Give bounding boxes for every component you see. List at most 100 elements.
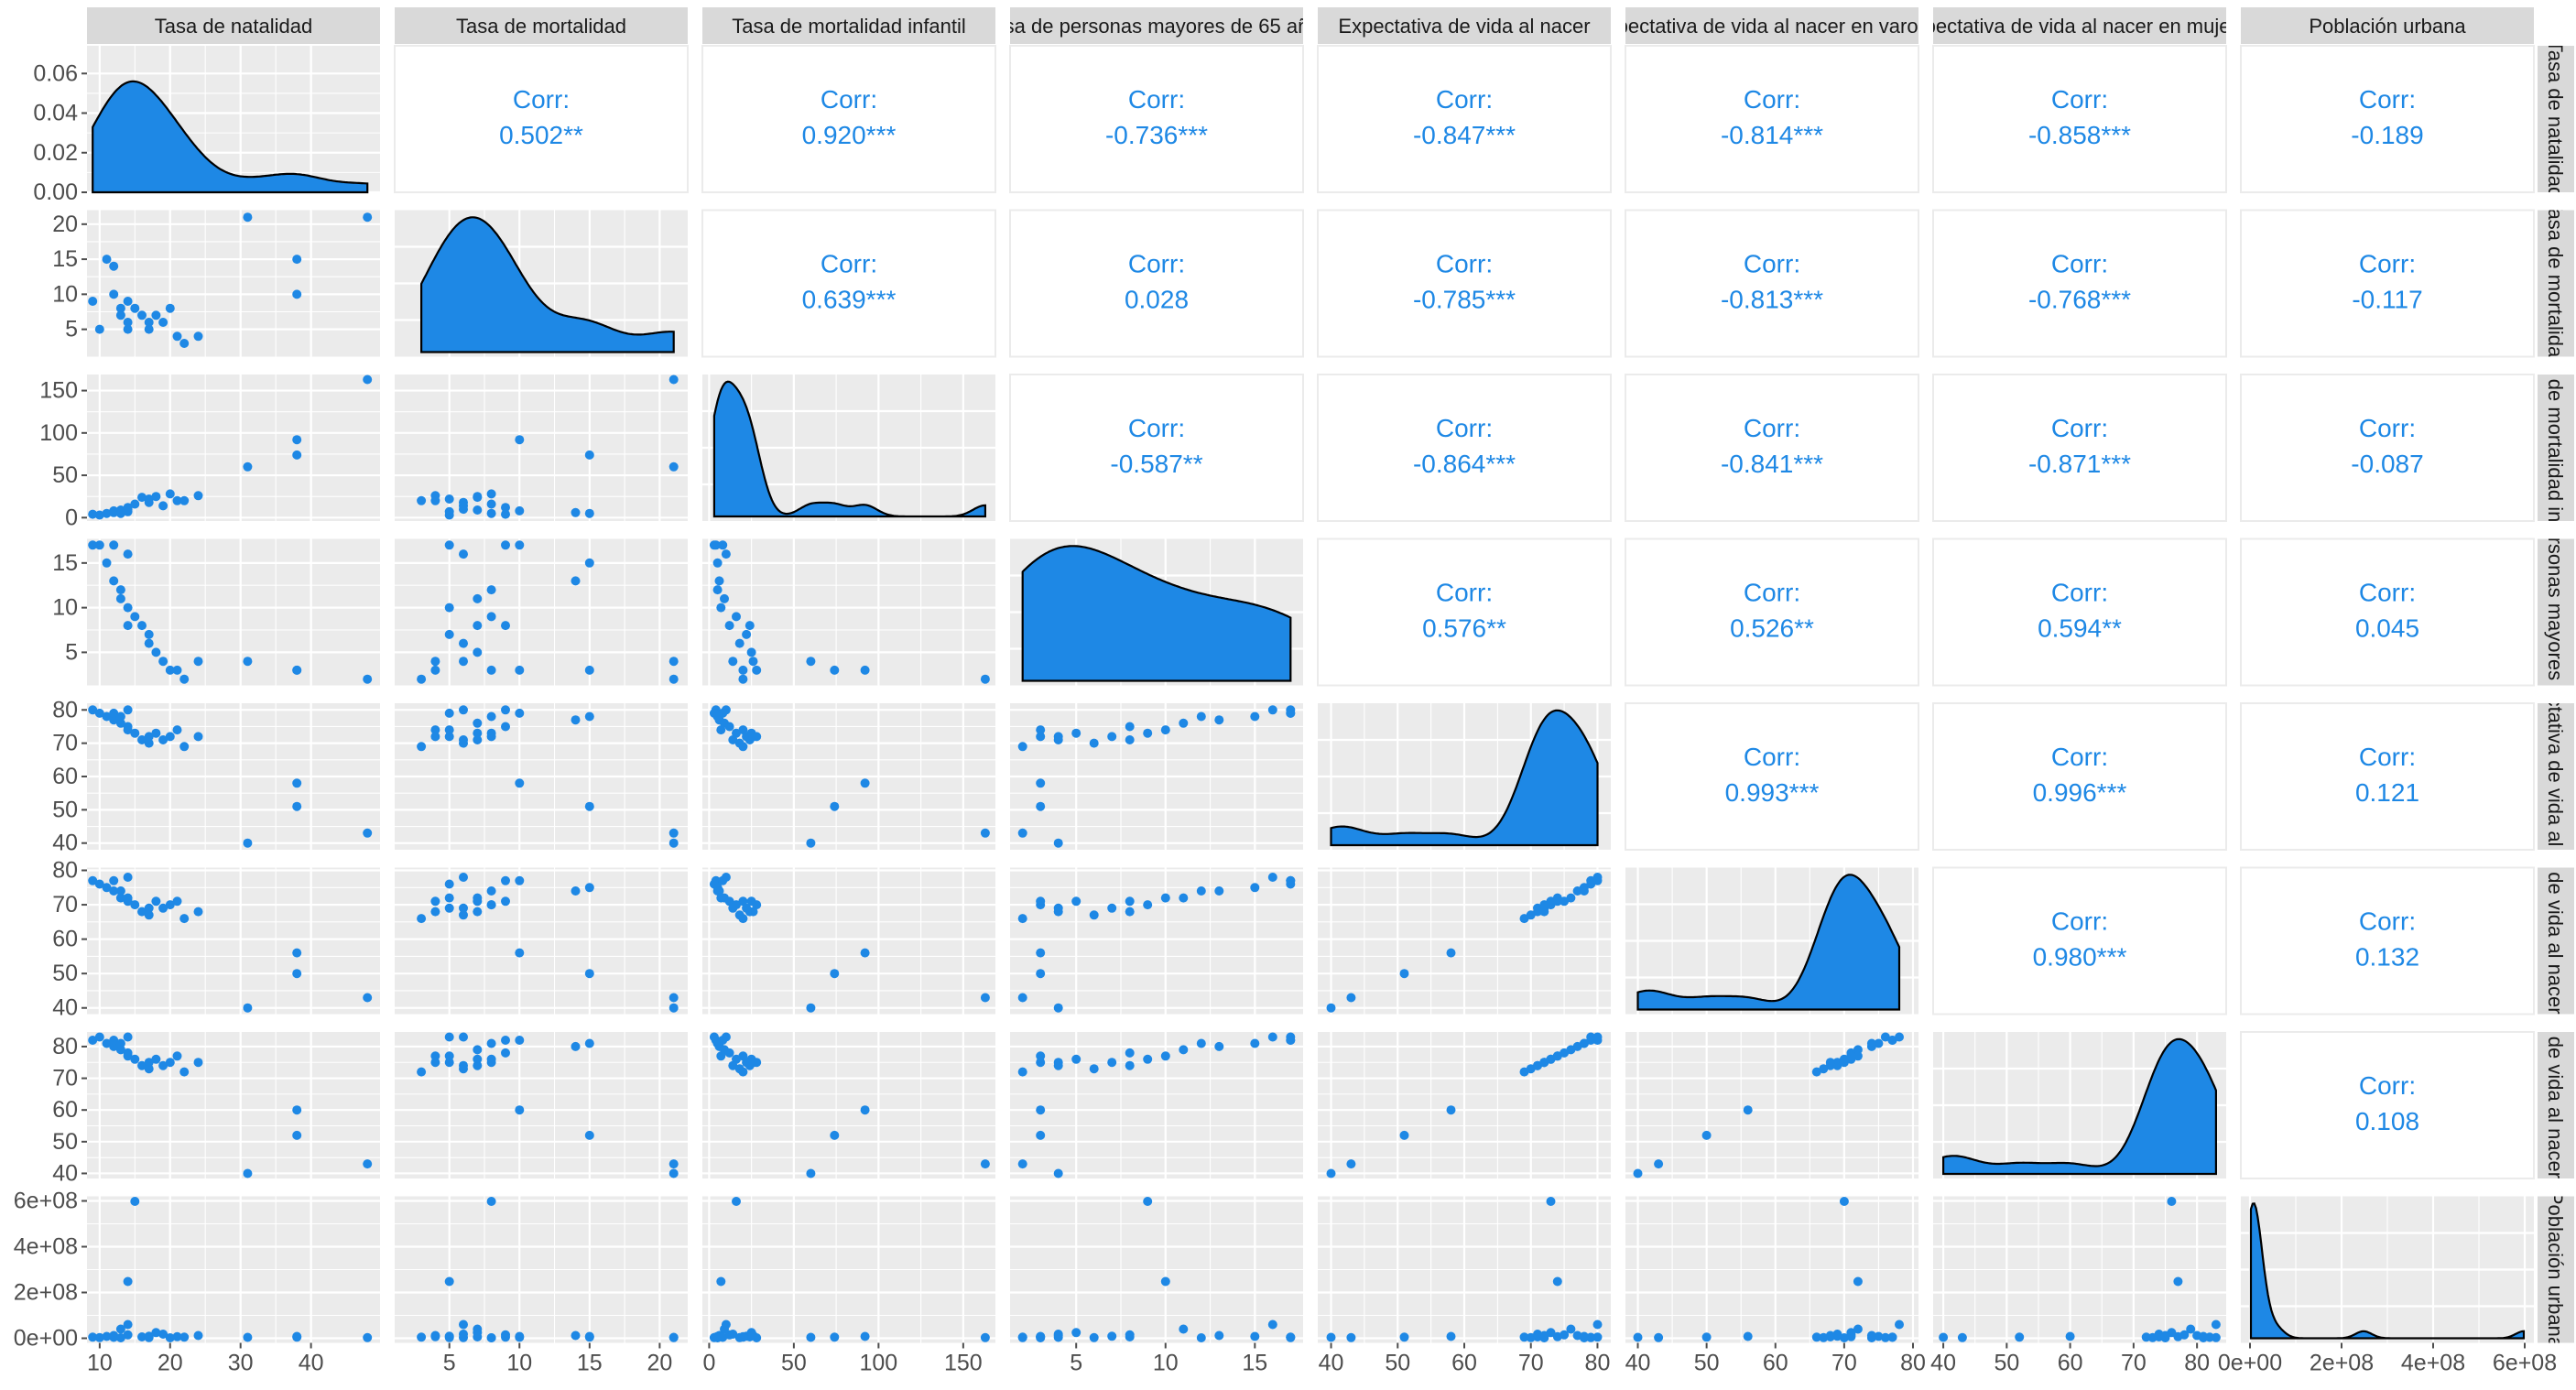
- scatter-point: [115, 718, 125, 728]
- scatter-point: [1546, 1197, 1556, 1206]
- corr-label: Corr:: [2051, 907, 2108, 936]
- corr-value: -0.864***: [1413, 450, 1516, 478]
- corr-panel: [2240, 702, 2535, 851]
- scatter-point: [584, 801, 594, 811]
- scatter-point: [2199, 1333, 2209, 1342]
- corr-panel: [2240, 866, 2535, 1015]
- scatter-point: [1036, 969, 1046, 979]
- scatter-point: [501, 540, 510, 550]
- scatter-point: [721, 1319, 731, 1330]
- x-tick-label: 60: [2058, 1351, 2083, 1376]
- scatter-point: [486, 1197, 496, 1206]
- scatter-point: [151, 728, 161, 738]
- scatter-point: [430, 907, 440, 917]
- x-tick-label: 100: [860, 1351, 898, 1376]
- scatter-point: [130, 1197, 140, 1206]
- scatter-point: [1036, 725, 1046, 735]
- row-strip: [2538, 538, 2574, 686]
- column-strip: [87, 7, 380, 44]
- scatter-point: [363, 674, 373, 684]
- plot-panel: [87, 210, 380, 357]
- scatter-point: [444, 506, 454, 516]
- scatter-point: [712, 1038, 723, 1048]
- scatter-point: [738, 1332, 748, 1342]
- scatter-point: [1089, 910, 1099, 920]
- scatter-point: [830, 801, 840, 811]
- scatter-point: [486, 711, 496, 722]
- scatter-point: [718, 540, 728, 550]
- density-curve: [1636, 874, 1901, 1011]
- scatter-point: [1853, 1051, 1863, 1061]
- scatter-point: [738, 742, 748, 752]
- scatter-point: [1089, 1064, 1099, 1074]
- scatter-point: [193, 331, 203, 342]
- scatter-point: [137, 310, 147, 320]
- y-tick-label: 50: [52, 1129, 78, 1155]
- scatter-point: [123, 873, 133, 882]
- scatter-point: [193, 1058, 203, 1068]
- scatter-point: [2167, 1197, 2177, 1206]
- scatter-point: [1825, 1330, 1835, 1341]
- scatter-point: [430, 665, 440, 675]
- scatter-point: [1866, 1333, 1876, 1342]
- scatter-point: [1579, 1333, 1589, 1342]
- scatter-point: [501, 722, 510, 732]
- x-tick-label: 150: [944, 1351, 983, 1376]
- scatter-point: [1519, 914, 1529, 924]
- scatter-point: [1874, 1038, 1884, 1048]
- scatter-point: [444, 725, 454, 735]
- scatter-point: [486, 508, 496, 518]
- scatter-point: [158, 735, 168, 744]
- scatter-point: [515, 708, 525, 718]
- scatter-point: [1887, 1332, 1897, 1342]
- scatter-point: [1572, 886, 1582, 896]
- scatter-point: [158, 657, 168, 667]
- scatter-point: [1552, 1331, 1562, 1341]
- scatter-point: [1036, 1058, 1046, 1068]
- scatter-point: [363, 1159, 373, 1169]
- scatter-point: [721, 873, 731, 882]
- corr-label: Corr:: [1128, 85, 1185, 114]
- scatter-point: [1267, 705, 1277, 715]
- scatter-point: [137, 1332, 147, 1341]
- scatter-point: [720, 593, 729, 603]
- scatter-point: [1832, 1330, 1842, 1339]
- scatter-point: [1592, 1319, 1603, 1330]
- scatter-point: [860, 948, 870, 958]
- scatter-point: [109, 1041, 119, 1051]
- corr-value: 0.639***: [802, 286, 897, 314]
- corr-panel: [1932, 866, 2227, 1015]
- scatter-point: [860, 1331, 870, 1341]
- scatter-point: [115, 1038, 125, 1048]
- x-tick-label: 70: [2121, 1351, 2147, 1376]
- scatter-point: [714, 576, 724, 586]
- y-tick-label: 15: [52, 550, 78, 576]
- scatter-point: [123, 297, 133, 306]
- corr-value: 0.028: [1125, 286, 1189, 314]
- scatter-point: [728, 903, 738, 913]
- scatter-point: [584, 711, 594, 722]
- corr-value: -0.189: [2351, 121, 2423, 149]
- scatter-point: [179, 1332, 190, 1342]
- y-tick-label: 5: [65, 639, 78, 665]
- y-tick-label: 80: [52, 697, 78, 722]
- scatter-point: [724, 621, 734, 631]
- scatter-point: [1017, 1332, 1027, 1342]
- scatter-point: [137, 493, 147, 503]
- x-tick-label: 10: [506, 1351, 532, 1376]
- scatter-point: [1874, 1331, 1884, 1341]
- scatter-point: [980, 674, 990, 684]
- scatter-point: [1053, 1058, 1063, 1068]
- scatter-point: [151, 896, 161, 907]
- scatter-point: [980, 993, 990, 1003]
- scatter-point: [1053, 1168, 1063, 1178]
- corr-value: 0.920***: [802, 121, 897, 149]
- scatter-point: [1267, 1319, 1277, 1330]
- scatter-point: [571, 1330, 581, 1341]
- corr-value: -0.117: [2352, 286, 2422, 314]
- scatter-point: [123, 621, 133, 631]
- y-tick-label: 20: [52, 212, 78, 237]
- scatter-point: [1957, 1332, 1967, 1342]
- scatter-point: [144, 1058, 154, 1068]
- scatter-point: [1446, 1105, 1456, 1115]
